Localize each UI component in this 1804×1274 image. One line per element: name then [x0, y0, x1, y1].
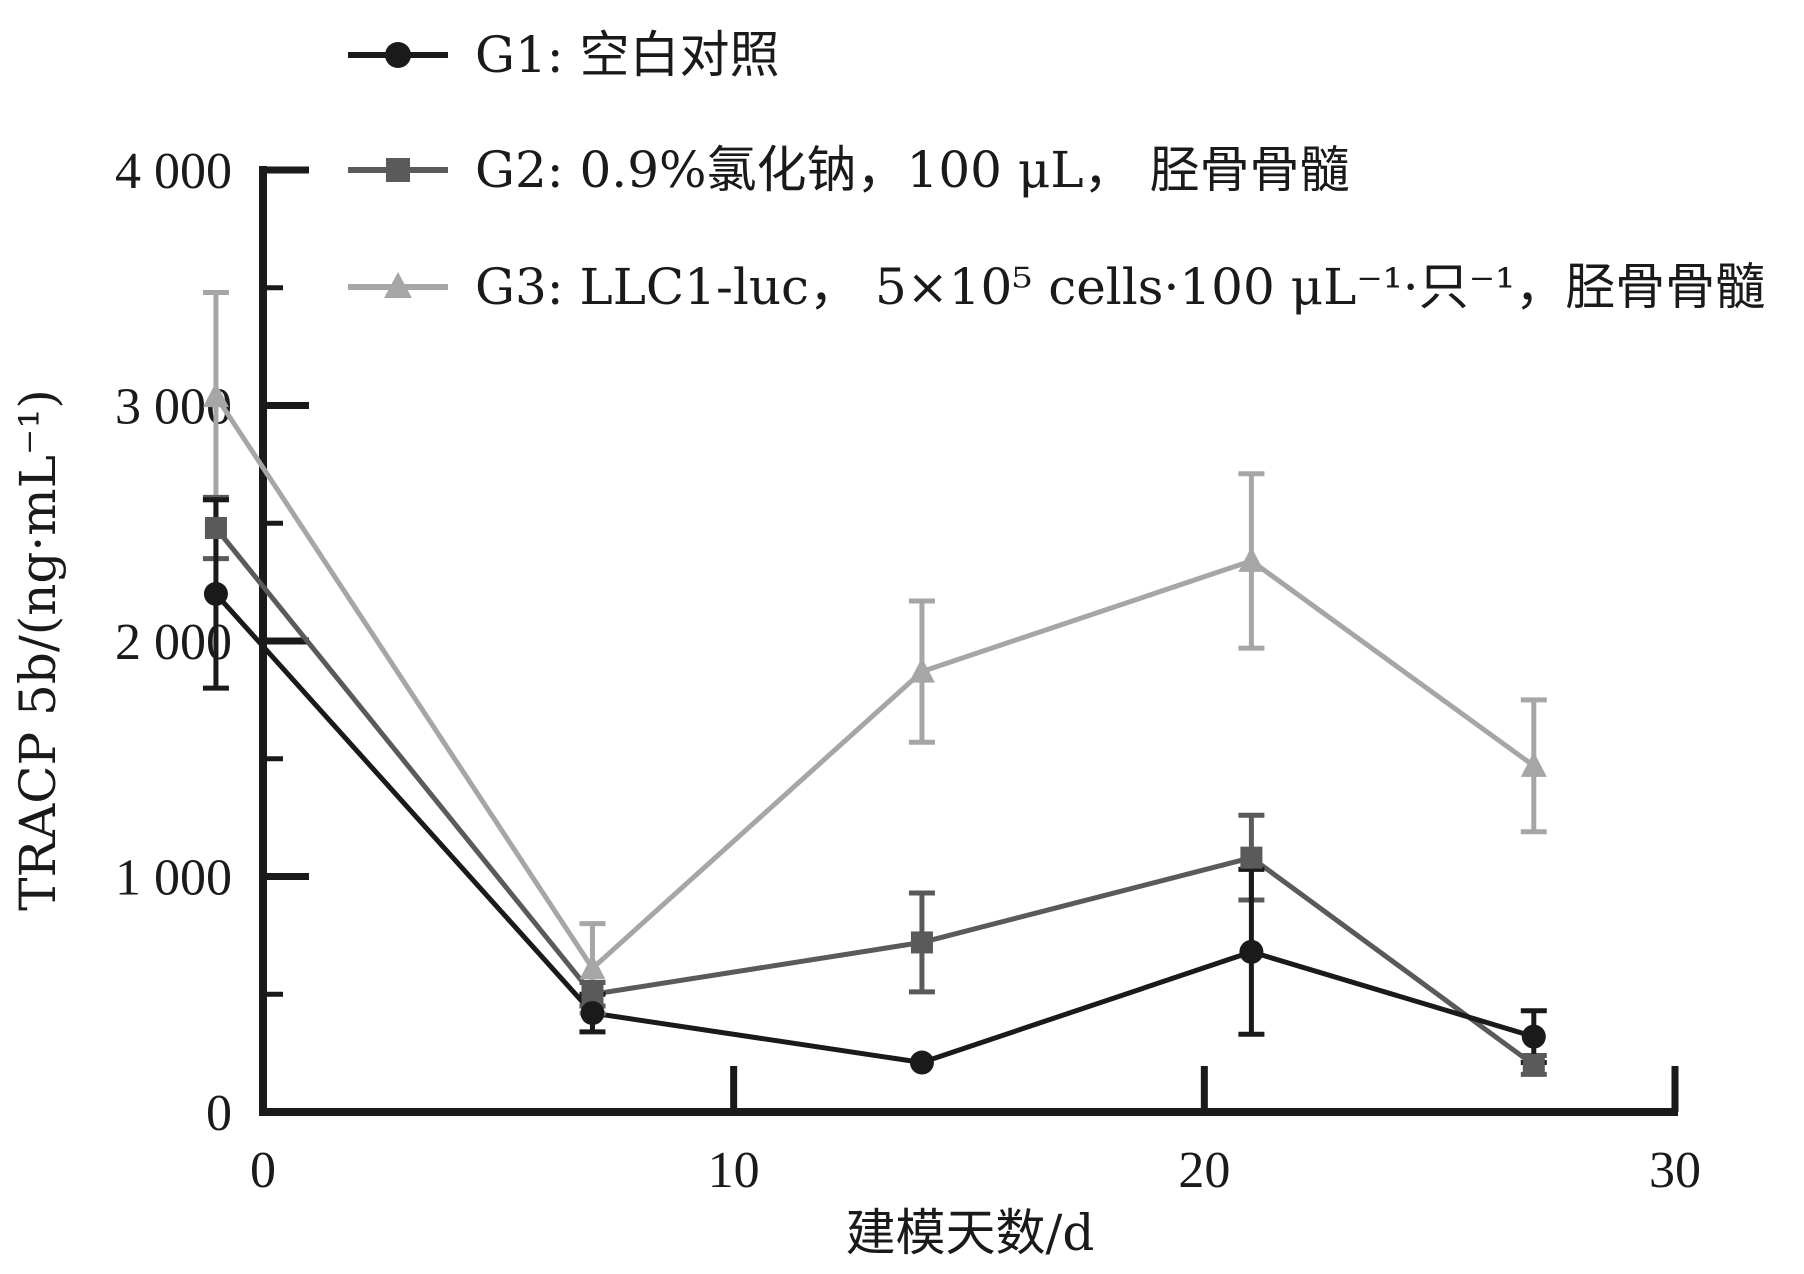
x-tick-label: 20	[1178, 1142, 1230, 1199]
y-tick-label: 0	[206, 1085, 232, 1142]
data-point-g2	[1522, 1053, 1545, 1076]
y-tick-label: 1 000	[115, 850, 232, 907]
data-point-g1	[909, 1050, 934, 1075]
data-point-g3	[908, 657, 935, 683]
data-point-g2	[910, 931, 933, 954]
data-point-g2	[1240, 846, 1263, 869]
legend-item-g1: G1: 空白对照	[348, 26, 780, 84]
series-line-g2	[213, 526, 1536, 1067]
x-tick-label: 30	[1649, 1142, 1701, 1199]
legend-label-g1: G1: 空白对照	[475, 26, 780, 84]
data-point-g1	[1521, 1024, 1546, 1049]
legend-marker-g1	[385, 42, 411, 68]
x-axis-title: 建模天数/d	[846, 1204, 1095, 1262]
series-line-g1	[214, 592, 1535, 1065]
y-tick-label: 2 000	[115, 614, 232, 671]
legend-item-g3: G3: LLC1-luc， 5×10⁵ cells·100 μL⁻¹·只⁻¹，胫…	[348, 258, 1765, 316]
x-tick-label: 0	[250, 1142, 276, 1199]
data-point-g3	[202, 382, 229, 408]
data-point-g2	[204, 516, 227, 539]
y-axis-title: TRACP 5b/(ng·mL⁻¹)	[9, 389, 67, 911]
legend-marker-g3	[384, 272, 412, 298]
legend-label-g3: G3: LLC1-luc， 5×10⁵ cells·100 μL⁻¹·只⁻¹，胫…	[475, 258, 1765, 316]
data-point-g2	[581, 983, 604, 1006]
legend-marker-g2	[386, 158, 410, 182]
data-point-g3	[579, 954, 606, 980]
data-point-g3	[1520, 751, 1547, 777]
series-line-g3	[213, 394, 1536, 971]
y-tick-label: 4 000	[115, 143, 232, 200]
legend: G1: 空白对照 G2: 0.9%氯化钠，100 μL， 胫骨骨髓 G3: LL…	[348, 26, 1765, 316]
data-point-g1	[580, 1001, 605, 1026]
data-point-g1	[1239, 939, 1264, 964]
legend-label-g2: G2: 0.9%氯化钠，100 μL， 胫骨骨髓	[475, 141, 1349, 199]
data-point-g3	[1238, 546, 1265, 572]
legend-item-g2: G2: 0.9%氯化钠，100 μL， 胫骨骨髓	[348, 141, 1349, 199]
x-tick-label: 10	[708, 1142, 760, 1199]
plot-area	[202, 289, 1547, 1077]
data-point-g1	[203, 581, 228, 606]
